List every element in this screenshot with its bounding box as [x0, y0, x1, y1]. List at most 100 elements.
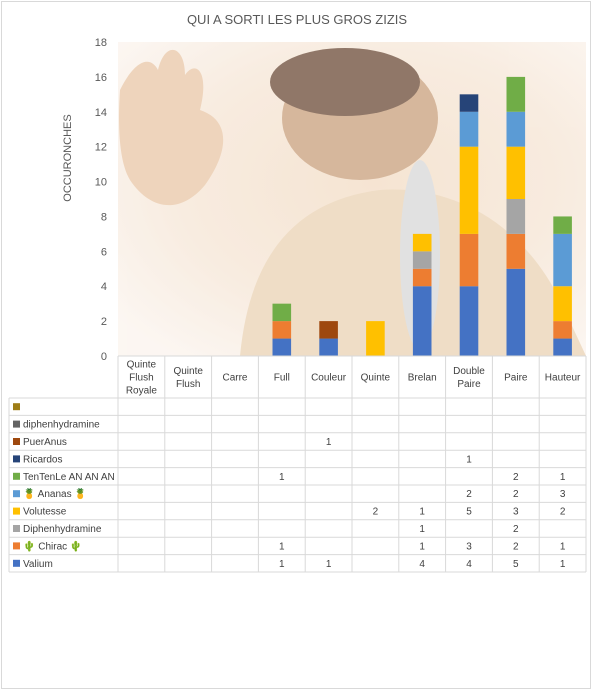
data-value: 1 — [326, 437, 332, 448]
data-value: 2 — [513, 541, 519, 552]
bar-segment — [412, 251, 432, 269]
bar-segment — [459, 146, 479, 234]
y-tick-label: 16 — [95, 72, 107, 84]
bar-segment — [412, 286, 432, 356]
bar-segment — [506, 199, 526, 234]
series-name: 🍍 Ananas 🍍 — [23, 487, 87, 500]
bar-segment — [506, 268, 526, 356]
category-label: Paire — [504, 373, 528, 384]
category-label: Carre — [222, 373, 247, 384]
legend-key — [13, 542, 20, 550]
bar-segment — [506, 233, 526, 269]
bar-segment — [553, 338, 572, 356]
legend-key — [13, 490, 20, 498]
legend-key — [13, 420, 20, 428]
data-value: 2 — [513, 524, 519, 535]
category-label: Quinte — [173, 366, 203, 377]
data-value: 1 — [419, 541, 425, 552]
bar-segment — [459, 111, 479, 147]
legend-key — [13, 559, 20, 567]
series-name: Ricardos — [23, 454, 62, 465]
legend-key — [13, 438, 20, 445]
bar-segment — [459, 94, 479, 112]
category-label: Hauteur — [545, 373, 581, 384]
bar-segment — [553, 286, 572, 322]
legend-key — [13, 507, 20, 515]
data-value: 1 — [279, 472, 285, 483]
series-name: Valium — [23, 559, 53, 570]
series-name: diphenhydramine — [23, 420, 100, 431]
bar-segment — [553, 216, 572, 234]
series-name: 🌵 Chirac 🌵 — [23, 539, 82, 552]
series-name: TenTenLe AN AN AN — [23, 472, 115, 483]
category-label: Brelan — [408, 373, 437, 384]
y-tick-label: 12 — [95, 142, 107, 154]
y-tick-label: 18 — [95, 37, 107, 49]
data-value: 1 — [326, 559, 332, 570]
data-value: 1 — [560, 472, 566, 483]
y-axis-ticks: 0 2 4 6 8 10 12 14 16 18 — [95, 37, 107, 363]
bar-segment — [272, 338, 292, 356]
legend-key — [13, 455, 20, 463]
category-label: Quinte — [127, 360, 157, 371]
series-name: Volutesse — [23, 507, 67, 518]
category-label: Paire — [457, 379, 481, 390]
legend-key — [13, 403, 20, 411]
y-tick-label: 10 — [95, 177, 107, 189]
category-label: Couleur — [311, 373, 347, 384]
data-value: 2 — [513, 489, 519, 500]
data-table: Quinte Flush Royale Quinte Flush Carre Full Cou… — [8, 355, 587, 573]
bar-segment — [272, 303, 292, 322]
y-axis-label: OCCURONCHES — [62, 114, 74, 201]
data-value: 1 — [279, 541, 285, 552]
y-tick-label: 2 — [101, 316, 107, 328]
legend-key — [13, 472, 20, 480]
category-label: Full — [274, 373, 290, 384]
bar-segment — [506, 76, 526, 112]
series-name: Diphenhydramine — [23, 524, 102, 535]
category-label: Quinte — [361, 373, 391, 384]
category-label: Double — [453, 366, 485, 377]
bar-segment — [412, 268, 432, 287]
data-value: 4 — [466, 559, 472, 570]
data-value: 5 — [466, 507, 472, 518]
chart-title: QUI A SORTI LES PLUS GROS ZIZIS — [187, 12, 407, 27]
bar-segment — [553, 233, 572, 287]
data-value: 2 — [513, 472, 519, 483]
bar-segment — [366, 321, 385, 356]
data-value: 4 — [419, 559, 425, 570]
bar-segment — [319, 338, 338, 356]
category-label: Flush — [129, 373, 153, 384]
y-tick-label: 14 — [95, 107, 107, 119]
category-label: Royale — [126, 386, 158, 397]
y-tick-label: 6 — [101, 246, 107, 258]
bar-segment — [272, 321, 292, 339]
data-value: 1 — [279, 559, 285, 570]
bar-segment — [459, 286, 479, 356]
data-value: 3 — [513, 507, 519, 518]
data-value: 1 — [560, 559, 566, 570]
data-value: 2 — [466, 489, 472, 500]
bar-segment — [506, 146, 526, 199]
data-value: 5 — [513, 559, 519, 570]
y-tick-label: 0 — [101, 351, 107, 363]
y-tick-label: 8 — [101, 211, 107, 223]
legend-key — [13, 525, 20, 532]
data-value: 3 — [466, 541, 472, 552]
series-name: PuerAnus — [23, 437, 67, 448]
bar-segment — [319, 321, 338, 339]
data-value: 3 — [560, 489, 566, 500]
data-value: 1 — [560, 541, 566, 552]
data-value: 2 — [373, 507, 379, 518]
data-value: 1 — [466, 454, 472, 465]
bar-segment — [412, 233, 432, 252]
y-tick-label: 4 — [101, 281, 107, 293]
data-value: 1 — [419, 524, 425, 535]
data-value: 2 — [560, 507, 566, 518]
bar-segment — [459, 233, 479, 287]
category-label: Flush — [176, 379, 200, 390]
bar-segment — [553, 321, 572, 339]
data-value: 1 — [419, 507, 425, 518]
